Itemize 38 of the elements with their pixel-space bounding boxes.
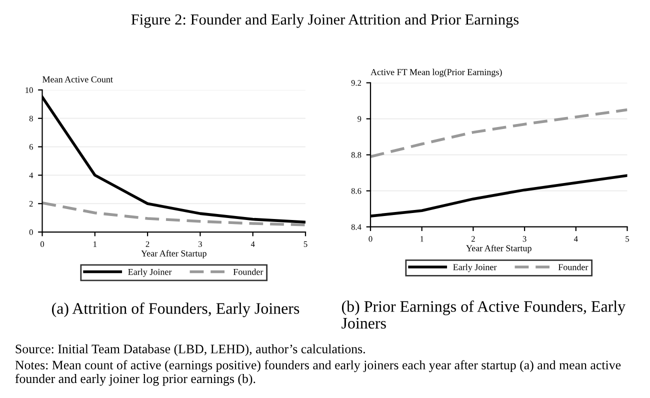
legend-label: Early Joiner — [453, 264, 497, 272]
y-tick-label: 9.2 — [351, 80, 362, 86]
x-tick-label: 0 — [368, 236, 372, 242]
y-tick-label: 9 — [358, 116, 362, 122]
x-tick-label: 0 — [40, 241, 44, 247]
source-note: Source: Initial Team Database (LBD, LEHD), author’s calculations. — [16, 344, 365, 356]
y-axis-title: Active FT Mean log(Prior Earnings) — [370, 68, 502, 78]
x-axis-title: Year After Startup — [466, 244, 532, 254]
legend-label: Founder — [558, 264, 588, 270]
y-tick-label: 10 — [26, 87, 33, 93]
line-series — [370, 108, 628, 158]
x-tick-label: 3 — [522, 236, 526, 242]
x-tick-label: 5 — [626, 236, 630, 242]
x-tick-label: 4 — [574, 236, 578, 242]
text: (b) Prior Earnings of Active Founders, Early Joiners — [342, 300, 626, 329]
line-series — [42, 202, 306, 226]
y-tick-label: 8.8 — [351, 152, 362, 158]
legend-label: Early Joiner — [128, 268, 172, 277]
y-tick-label: 4 — [29, 172, 34, 178]
y-tick-label: 2 — [29, 200, 33, 207]
x-tick-label: 3 — [198, 241, 202, 247]
text: (a) Attrition of Founders, Early Joiners — [52, 302, 300, 318]
y-tick-label: 6 — [29, 144, 33, 150]
y-axis-title: Mean Active Count — [42, 76, 113, 82]
x-tick-label: 2 — [471, 236, 475, 242]
y-tick-label: 8 — [29, 116, 33, 122]
x-tick-label: 1 — [420, 236, 424, 242]
legend-label: Founder — [233, 268, 264, 275]
x-tick-label: 1 — [94, 241, 96, 247]
x-tick-label: 4 — [250, 241, 255, 247]
x-axis-title: Year After Startup — [141, 250, 206, 258]
text: Notes: Mean count of active (earnings positive) founders and early joiners each year after startup (a) and mean active founder and early joiner log prior earnings (b). — [15, 360, 621, 386]
y-tick-label: 0 — [29, 229, 33, 236]
caption: Figure 2: Founder and Early Joiner Attrition and Prior Earnings — [131, 14, 519, 28]
x-tick-label: 5 — [304, 241, 308, 247]
y-tick-label: 8.4 — [351, 224, 362, 230]
y-tick-label: 8.6 — [351, 188, 362, 194]
x-tick-label: 2 — [146, 241, 150, 247]
